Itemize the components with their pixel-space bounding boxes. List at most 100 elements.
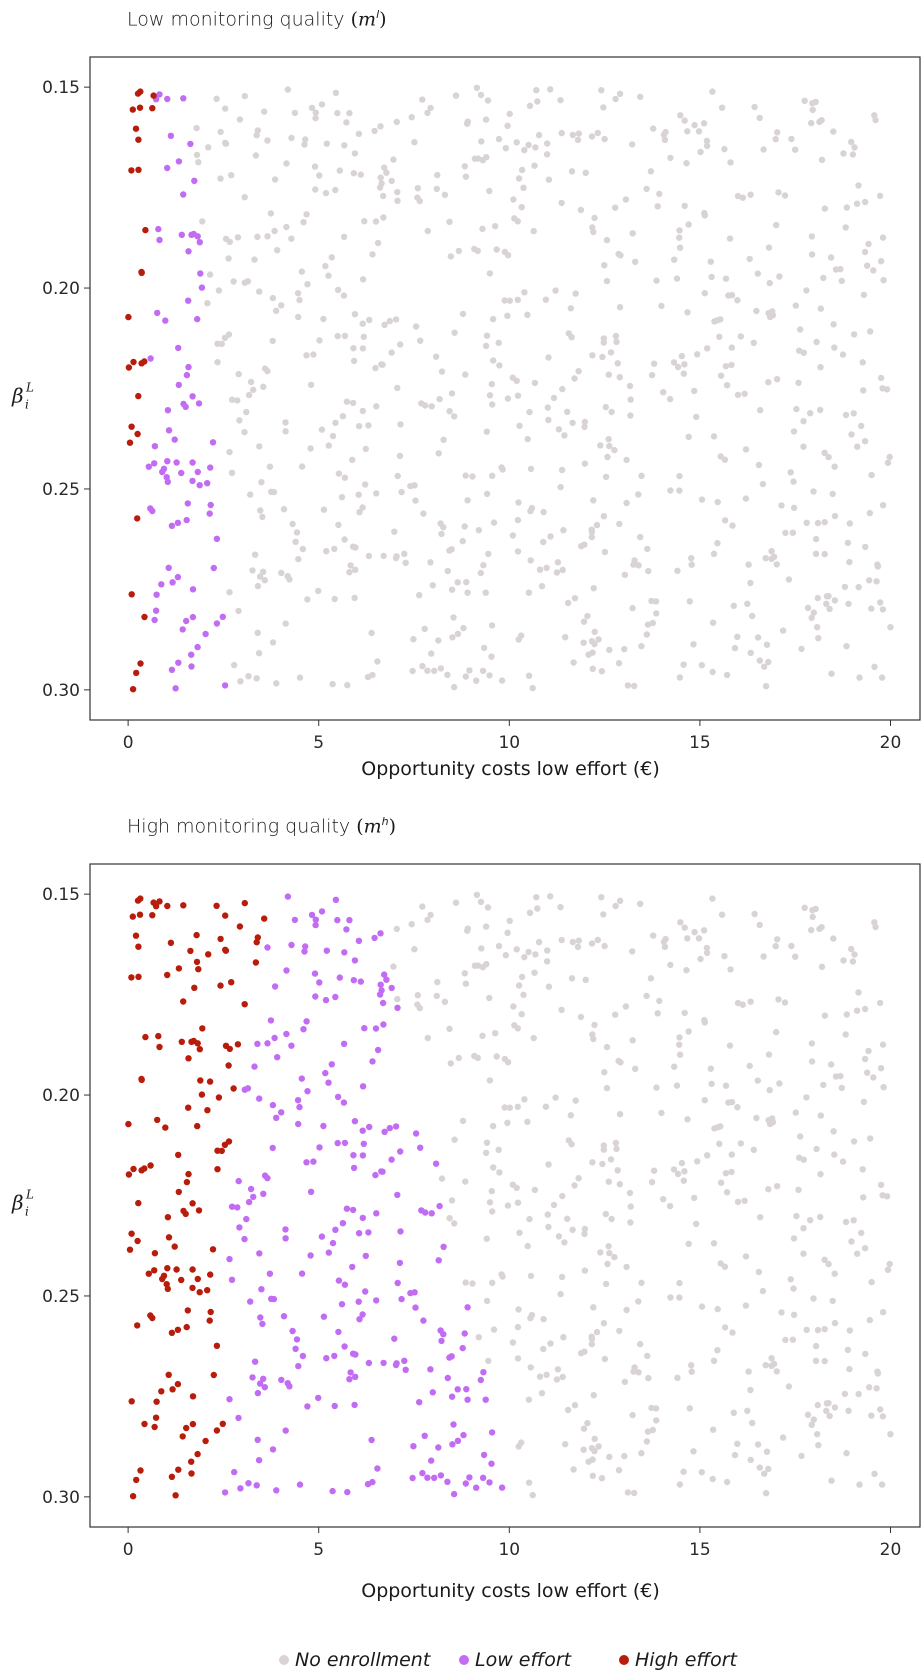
scatter-point-no-enrollment xyxy=(676,244,684,251)
scatter-point-high-effort xyxy=(173,1266,180,1273)
scatter-point-no-enrollment xyxy=(362,481,369,488)
scatter-point-no-enrollment xyxy=(643,1438,651,1445)
scatter-point-no-enrollment xyxy=(568,168,576,175)
scatter-point-no-enrollment xyxy=(658,302,665,310)
scatter-point-no-enrollment xyxy=(446,547,453,554)
scatter-point-no-enrollment xyxy=(704,1152,711,1159)
scatter-point-no-enrollment xyxy=(645,1374,652,1382)
scatter-point-no-enrollment xyxy=(695,935,703,942)
scatter-point-no-enrollment xyxy=(701,1016,708,1024)
scatter-point-no-enrollment xyxy=(206,271,214,278)
scatter-point-low-effort xyxy=(247,1298,254,1305)
scatter-point-low-effort xyxy=(278,1376,285,1384)
scatter-point-no-enrollment xyxy=(434,171,441,179)
scatter-point-no-enrollment xyxy=(714,498,721,506)
scatter-point-no-enrollment xyxy=(867,1135,874,1142)
scatter-point-no-enrollment xyxy=(728,361,735,369)
scatter-point-no-enrollment xyxy=(710,550,718,557)
scatter-point-no-enrollment xyxy=(741,390,748,397)
scatter-point-no-enrollment xyxy=(745,1368,752,1375)
scatter-point-no-enrollment xyxy=(292,538,299,545)
scatter-point-no-enrollment xyxy=(599,1160,606,1168)
scatter-point-no-enrollment xyxy=(485,550,492,558)
scatter-point-no-enrollment xyxy=(311,163,319,170)
scatter-point-high-effort xyxy=(168,1473,176,1481)
scatter-point-no-enrollment xyxy=(533,894,540,901)
scatter-point-low-effort xyxy=(194,233,201,240)
scatter-point-no-enrollment xyxy=(830,1128,837,1135)
scatter-point-low-effort xyxy=(288,1042,295,1049)
scatter-point-no-enrollment xyxy=(698,496,706,503)
scatter-point-low-effort xyxy=(341,1139,349,1147)
scatter-point-low-effort xyxy=(219,613,226,620)
scatter-point-no-enrollment xyxy=(605,436,612,443)
scatter-point-low-effort xyxy=(444,1374,451,1382)
scatter-point-low-effort xyxy=(261,1384,268,1391)
scatter-point-low-effort xyxy=(165,564,172,571)
scatter-point-no-enrollment xyxy=(461,970,468,977)
scatter-point-no-enrollment xyxy=(781,999,789,1006)
scatter-point-no-enrollment xyxy=(606,1453,613,1461)
scatter-point-no-enrollment xyxy=(710,1357,718,1365)
scatter-point-no-enrollment xyxy=(527,507,534,515)
scatter-point-no-enrollment xyxy=(667,1294,674,1301)
scatter-point-low-effort xyxy=(394,1279,401,1287)
scatter-point-no-enrollment xyxy=(612,902,619,910)
scatter-point-no-enrollment xyxy=(726,1042,734,1049)
scatter-point-no-enrollment xyxy=(627,1203,634,1210)
scatter-point-low-effort xyxy=(179,626,186,633)
legend-swatch xyxy=(279,1655,289,1665)
scatter-point-no-enrollment xyxy=(496,1169,503,1176)
scatter-point-low-effort xyxy=(254,1040,261,1048)
scatter-point-no-enrollment xyxy=(259,513,266,521)
scatter-point-no-enrollment xyxy=(557,1290,564,1298)
scatter-point-no-enrollment xyxy=(750,1146,757,1154)
scatter-point-no-enrollment xyxy=(821,449,828,456)
scatter-point-no-enrollment xyxy=(831,463,838,470)
scatter-point-no-enrollment xyxy=(518,204,525,211)
x-tick-label: 20 xyxy=(880,733,902,753)
scatter-point-no-enrollment xyxy=(667,154,674,162)
scatter-point-low-effort xyxy=(315,1394,322,1402)
scatter-point-no-enrollment xyxy=(482,116,490,123)
scatter-point-low-effort xyxy=(462,1480,469,1487)
scatter-point-low-effort xyxy=(180,95,187,102)
scatter-point-low-effort xyxy=(424,1474,431,1481)
scatter-point-no-enrollment xyxy=(825,453,832,461)
scatter-point-high-effort xyxy=(178,1038,185,1046)
scatter-point-no-enrollment xyxy=(462,472,469,479)
scatter-point-no-enrollment xyxy=(734,391,742,399)
scatter-point-no-enrollment xyxy=(676,1481,684,1488)
scatter-point-no-enrollment xyxy=(580,618,588,625)
scatter-point-low-effort xyxy=(168,522,176,529)
scatter-point-high-effort xyxy=(185,1104,192,1111)
scatter-point-no-enrollment xyxy=(372,218,380,225)
scatter-point-no-enrollment xyxy=(518,1439,525,1446)
scatter-point-low-effort xyxy=(464,1396,471,1403)
scatter-point-low-effort xyxy=(343,1205,351,1212)
scatter-point-no-enrollment xyxy=(638,1279,645,1287)
scatter-point-low-effort xyxy=(198,284,206,291)
scatter-point-no-enrollment xyxy=(728,291,736,299)
scatter-point-no-enrollment xyxy=(746,255,753,263)
x-axis-title: Opportunity costs low effort (€) xyxy=(361,758,660,780)
scatter-point-no-enrollment xyxy=(524,311,531,318)
scatter-point-low-effort xyxy=(164,407,172,414)
scatter-point-no-enrollment xyxy=(709,668,716,676)
scatter-point-low-effort xyxy=(410,1443,417,1450)
scatter-point-no-enrollment xyxy=(814,1431,821,1438)
scatter-point-no-enrollment xyxy=(253,132,260,139)
scatter-point-no-enrollment xyxy=(808,1040,816,1047)
scatter-point-no-enrollment xyxy=(226,589,233,596)
scatter-point-no-enrollment xyxy=(803,1326,810,1334)
scatter-point-no-enrollment xyxy=(751,910,758,918)
scatter-point-low-effort xyxy=(359,1127,366,1134)
scatter-point-no-enrollment xyxy=(846,1365,853,1373)
scatter-point-low-effort xyxy=(175,344,182,352)
scatter-point-no-enrollment xyxy=(788,942,795,950)
scatter-point-low-effort xyxy=(258,1286,265,1293)
scatter-point-no-enrollment xyxy=(511,1022,518,1029)
legend-item-low-effort: Low effort xyxy=(459,1649,571,1671)
scatter-point-no-enrollment xyxy=(731,644,739,652)
scatter-point-low-effort xyxy=(349,1350,357,1357)
